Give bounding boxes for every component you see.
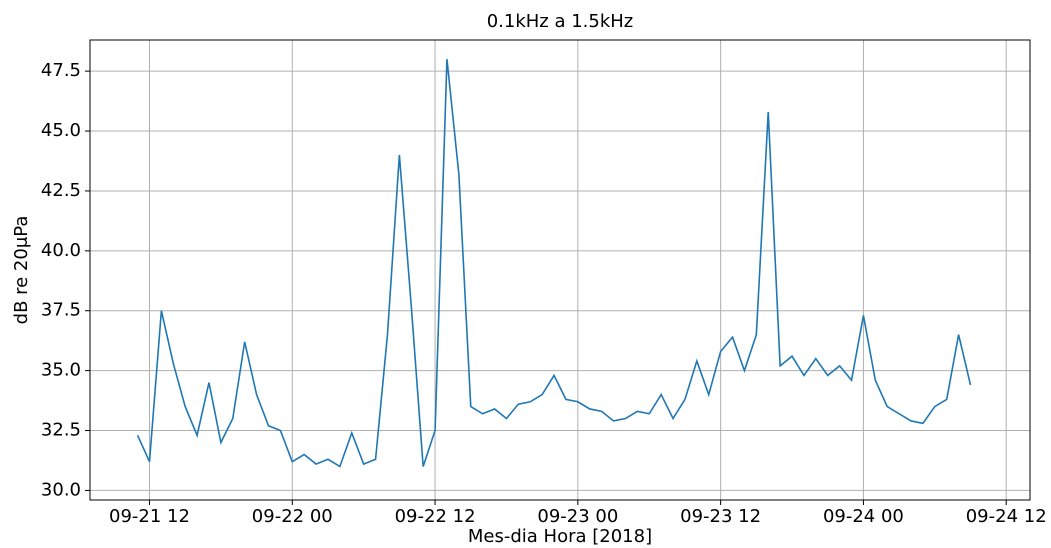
- x-tick-label: 09-21 12: [109, 506, 190, 527]
- x-axis-label: Mes-dia Hora [2018]: [468, 526, 652, 547]
- x-tick-label: 09-22 12: [395, 506, 476, 527]
- y-tick-label: 37.5: [41, 300, 81, 321]
- chart-title: 0.1kHz a 1.5kHz: [487, 11, 634, 32]
- y-tick-label: 45.0: [41, 120, 81, 141]
- data-line: [136, 59, 972, 468]
- x-tick-label: 09-24 12: [966, 506, 1047, 527]
- y-axis-label: dB re 20μPa: [11, 216, 32, 325]
- plot-frame: [89, 39, 1031, 501]
- x-tick-label: 09-23 00: [537, 506, 618, 527]
- y-tick-label: 47.5: [41, 60, 81, 81]
- x-tick-label: 09-23 12: [680, 506, 761, 527]
- y-tick-label: 35.0: [41, 360, 81, 381]
- y-tick-label: 42.5: [41, 180, 81, 201]
- x-tick-label: 09-22 00: [252, 506, 333, 527]
- y-tick-label: 40.0: [41, 240, 81, 261]
- y-tick-label: 30.0: [41, 479, 81, 500]
- x-tick-label: 09-24 00: [823, 506, 904, 527]
- y-tick-label: 32.5: [41, 420, 81, 441]
